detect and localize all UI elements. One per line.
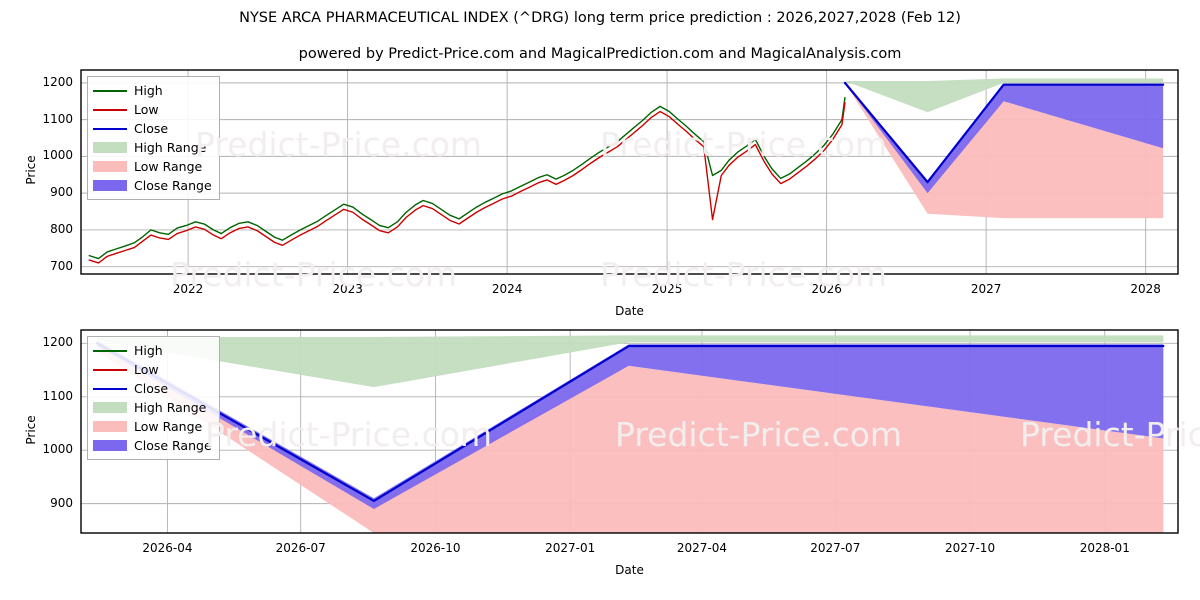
legend-label: Close xyxy=(134,381,169,396)
legend-label: High Range xyxy=(134,400,207,415)
y-tick-label: 1000 xyxy=(42,442,73,457)
x-tick-label: 2027-04 xyxy=(676,541,728,555)
legend-label: Low Range xyxy=(134,159,203,174)
x-tick-label: 2026-07 xyxy=(275,541,326,555)
x-tick-label: 2027-07 xyxy=(810,541,861,555)
legend-swatch-high-icon xyxy=(93,84,127,97)
y-tick-label: 800 xyxy=(50,221,73,236)
x-tick-label: 2028 xyxy=(1130,282,1161,296)
legend-swatch-close-icon xyxy=(93,122,127,135)
legend-item-low-range[interactable]: Low Range xyxy=(93,157,212,176)
x-tick-label: 2025 xyxy=(651,282,683,296)
x-tick-label: 2022 xyxy=(172,282,204,296)
y-tick-label: 1000 xyxy=(42,148,73,163)
legend-swatch-high-icon xyxy=(93,344,127,357)
x-tick-label: 2024 xyxy=(491,282,523,296)
watermark-text: Predict-Price.com xyxy=(195,125,483,164)
legend-swatch-close-icon xyxy=(93,382,127,395)
legend-item-high[interactable]: High xyxy=(93,341,212,360)
y-tick-label: 1200 xyxy=(42,335,73,350)
legend-label: Low xyxy=(134,102,159,117)
legend-label: High xyxy=(134,83,163,98)
x-tick-label: 2026-10 xyxy=(410,541,461,555)
legend-swatch-high-range-icon xyxy=(93,142,127,153)
x-tick-label: 2027 xyxy=(970,282,1002,296)
legend-item-close-range[interactable]: Close Range xyxy=(93,436,212,455)
x-tick-label: 2027-01 xyxy=(545,541,596,555)
legend-item-close[interactable]: Close xyxy=(93,379,212,398)
legend-item-close[interactable]: Close xyxy=(93,119,212,138)
watermark-text: Predict-Price.com xyxy=(1020,415,1200,454)
legend-label: Close Range xyxy=(134,438,212,453)
watermark-text: Predict-Price.com xyxy=(615,415,903,454)
legend-item-high-range[interactable]: High Range xyxy=(93,138,212,157)
legend-label: Close Range xyxy=(134,178,212,193)
legend-swatch-low-range-icon xyxy=(93,421,127,432)
legend-swatch-close-range-icon xyxy=(93,180,127,191)
legend-label: High Range xyxy=(134,140,207,155)
legend-swatch-low-icon xyxy=(93,363,127,376)
bottom-x-axis-label: Date xyxy=(615,563,644,577)
watermark-text: Predict-Price.com xyxy=(600,125,888,164)
legend-item-high-range[interactable]: High Range xyxy=(93,398,212,417)
chart-title: NYSE ARCA PHARMACEUTICAL INDEX (^DRG) lo… xyxy=(239,10,961,26)
y-tick-label: 1200 xyxy=(42,74,73,89)
y-tick-label: 900 xyxy=(50,495,73,510)
top-x-axis-label: Date xyxy=(615,304,644,318)
legend-label: Close xyxy=(134,121,169,136)
legend-item-low[interactable]: Low xyxy=(93,100,212,119)
bottom-chart-legend[interactable]: High Low Close High Range Low Range Close Ran… xyxy=(87,336,220,460)
legend-swatch-close-range-icon xyxy=(93,440,127,451)
x-tick-label: 2027-10 xyxy=(944,541,996,555)
watermark-text: Predict-Price.com xyxy=(205,415,493,454)
y-tick-label: 1100 xyxy=(42,388,73,403)
y-tick-label: 900 xyxy=(50,185,73,200)
legend-item-low[interactable]: Low xyxy=(93,360,212,379)
x-tick-label: 2026 xyxy=(811,282,842,296)
legend-swatch-low-range-icon xyxy=(93,161,127,172)
x-tick-label: 2023 xyxy=(332,282,363,296)
legend-label: High xyxy=(134,343,163,358)
legend-swatch-high-range-icon xyxy=(93,402,127,413)
chart-subtitle: powered by Predict-Price.com and Magical… xyxy=(298,46,902,62)
legend-item-high[interactable]: High xyxy=(93,81,212,100)
legend-label: Low xyxy=(134,362,159,377)
legend-item-low-range[interactable]: Low Range xyxy=(93,417,212,436)
top-chart-legend[interactable]: High Low Close High Range Low Range Close Ran… xyxy=(87,76,220,200)
legend-label: Low Range xyxy=(134,419,203,434)
x-tick-label: 2026-04 xyxy=(142,541,193,555)
x-tick-label: 2028-01 xyxy=(1079,541,1130,555)
y-tick-label: 700 xyxy=(50,258,73,273)
legend-item-close-range[interactable]: Close Range xyxy=(93,176,212,195)
y-tick-label: 1100 xyxy=(42,111,73,126)
legend-swatch-low-icon xyxy=(93,103,127,116)
